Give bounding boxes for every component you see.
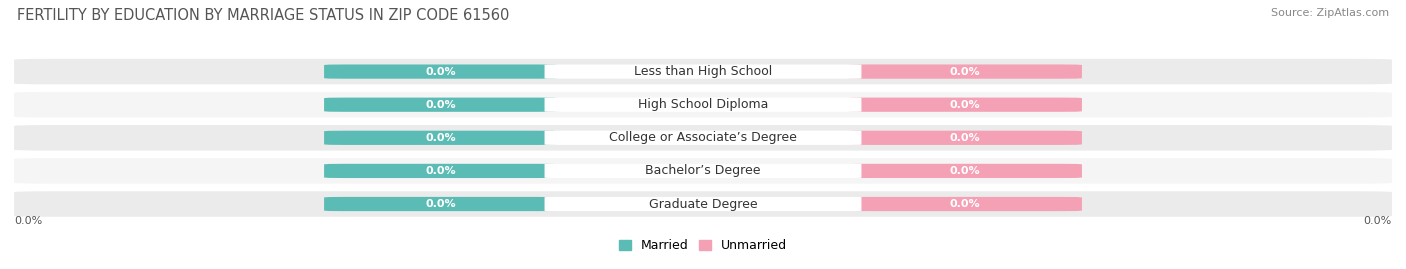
FancyBboxPatch shape <box>848 65 1083 79</box>
Text: 0.0%: 0.0% <box>14 215 42 226</box>
FancyBboxPatch shape <box>544 197 862 211</box>
Text: Bachelor’s Degree: Bachelor’s Degree <box>645 164 761 178</box>
FancyBboxPatch shape <box>544 98 862 112</box>
Text: 0.0%: 0.0% <box>949 166 980 176</box>
FancyBboxPatch shape <box>544 164 862 178</box>
Legend: Married, Unmarried: Married, Unmarried <box>619 239 787 252</box>
FancyBboxPatch shape <box>323 65 558 79</box>
Text: College or Associate’s Degree: College or Associate’s Degree <box>609 131 797 144</box>
FancyBboxPatch shape <box>323 98 558 112</box>
Text: 0.0%: 0.0% <box>949 199 980 209</box>
FancyBboxPatch shape <box>323 197 558 211</box>
FancyBboxPatch shape <box>14 92 1392 118</box>
Text: 0.0%: 0.0% <box>949 67 980 77</box>
FancyBboxPatch shape <box>848 131 1083 145</box>
Text: 0.0%: 0.0% <box>426 100 457 110</box>
Text: 0.0%: 0.0% <box>426 199 457 209</box>
FancyBboxPatch shape <box>848 197 1083 211</box>
Text: FERTILITY BY EDUCATION BY MARRIAGE STATUS IN ZIP CODE 61560: FERTILITY BY EDUCATION BY MARRIAGE STATU… <box>17 8 509 23</box>
Text: Less than High School: Less than High School <box>634 65 772 78</box>
FancyBboxPatch shape <box>14 158 1392 184</box>
FancyBboxPatch shape <box>14 191 1392 217</box>
FancyBboxPatch shape <box>14 59 1392 84</box>
FancyBboxPatch shape <box>14 125 1392 151</box>
Text: 0.0%: 0.0% <box>949 100 980 110</box>
Text: High School Diploma: High School Diploma <box>638 98 768 111</box>
FancyBboxPatch shape <box>323 164 558 178</box>
Text: Source: ZipAtlas.com: Source: ZipAtlas.com <box>1271 8 1389 18</box>
Text: Graduate Degree: Graduate Degree <box>648 197 758 211</box>
Text: 0.0%: 0.0% <box>1364 215 1392 226</box>
Text: 0.0%: 0.0% <box>426 67 457 77</box>
Text: 0.0%: 0.0% <box>426 166 457 176</box>
FancyBboxPatch shape <box>848 164 1083 178</box>
FancyBboxPatch shape <box>848 98 1083 112</box>
FancyBboxPatch shape <box>544 131 862 145</box>
FancyBboxPatch shape <box>544 65 862 79</box>
Text: 0.0%: 0.0% <box>949 133 980 143</box>
Text: 0.0%: 0.0% <box>426 133 457 143</box>
FancyBboxPatch shape <box>323 131 558 145</box>
